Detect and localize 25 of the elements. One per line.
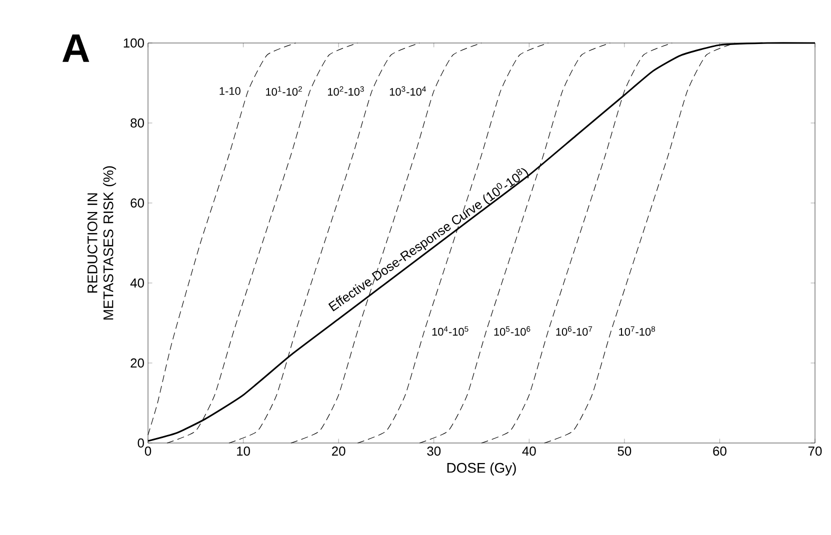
y-tick-label: 80 bbox=[130, 118, 144, 128]
x-tick-label: 70 bbox=[808, 446, 822, 456]
x-tick-label: 10 bbox=[237, 446, 250, 456]
series-label: 10$^{6}$-10$^{7}$ bbox=[556, 326, 592, 336]
series-label: 1-10 bbox=[220, 87, 240, 95]
x-tick-label: 30 bbox=[427, 446, 441, 456]
text: A bbox=[62, 34, 90, 62]
y-tick-label: 100 bbox=[124, 38, 144, 48]
y-tick-label: 40 bbox=[130, 278, 144, 288]
x-tick-label: 50 bbox=[618, 446, 632, 456]
x-axis-title: DOSE (Gy) bbox=[447, 462, 516, 476]
y-tick-label: 20 bbox=[130, 358, 144, 368]
series-label: 10$^{1}$-10$^{2}$ bbox=[266, 86, 302, 96]
series-label: 10$^{7}$-10$^{8}$ bbox=[619, 326, 656, 336]
y-tick-label: 60 bbox=[130, 198, 144, 208]
x-tick-label: 60 bbox=[713, 446, 726, 456]
x-tick-label: 40 bbox=[522, 446, 536, 456]
series-label: 10$^{4}$-10$^{5}$ bbox=[432, 326, 468, 336]
x-tick-label: 20 bbox=[332, 446, 346, 456]
series-label: 10$^{3}$-10$^{4}$ bbox=[390, 86, 426, 96]
y-axis-title: REDUCTION IN METASTASES RISK (%) bbox=[87, 166, 116, 320]
x-tick-label: 0 bbox=[144, 446, 152, 456]
series-label: 10$^{5}$-10$^{6}$ bbox=[494, 326, 530, 336]
y-tick-label: 0 bbox=[138, 438, 144, 448]
series-label: 10$^{2}$-10$^{3}$ bbox=[328, 86, 364, 96]
